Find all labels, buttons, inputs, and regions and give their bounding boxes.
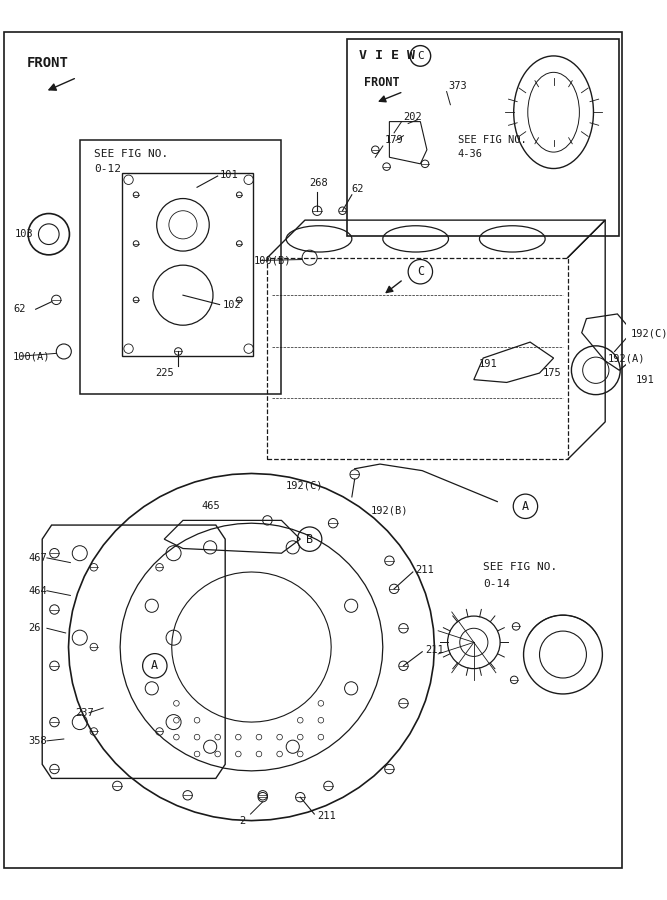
- Text: SEE FIG NO.: SEE FIG NO.: [458, 135, 527, 146]
- Text: 202: 202: [404, 112, 422, 122]
- Text: 4-36: 4-36: [458, 149, 483, 159]
- Text: 103: 103: [15, 230, 34, 239]
- Text: 2: 2: [239, 815, 245, 825]
- Text: 358: 358: [28, 736, 47, 746]
- Text: SEE FIG NO.: SEE FIG NO.: [483, 562, 558, 572]
- Text: 102: 102: [222, 300, 241, 310]
- Bar: [122, 173, 253, 356]
- Text: 211: 211: [317, 811, 336, 821]
- Text: SEE FIG NO.: SEE FIG NO.: [94, 149, 168, 159]
- Text: 26: 26: [28, 624, 41, 634]
- Text: 465: 465: [201, 501, 221, 511]
- Text: C: C: [417, 51, 424, 61]
- Bar: [80, 140, 281, 393]
- Text: FRONT: FRONT: [26, 57, 68, 70]
- Text: 464: 464: [28, 586, 47, 596]
- Text: 100(B): 100(B): [253, 256, 291, 266]
- Text: 191: 191: [478, 359, 498, 369]
- Text: 0-14: 0-14: [483, 580, 510, 590]
- Text: 179: 179: [385, 135, 404, 146]
- Text: 467: 467: [28, 553, 47, 562]
- Text: 211: 211: [425, 645, 444, 655]
- Text: 191: 191: [636, 374, 655, 384]
- Text: 62: 62: [13, 304, 25, 314]
- Text: B: B: [306, 533, 313, 545]
- Text: 62: 62: [352, 184, 364, 194]
- Text: 192(C): 192(C): [630, 328, 667, 338]
- Text: 192(B): 192(B): [371, 506, 408, 516]
- Text: 192(C): 192(C): [286, 481, 323, 491]
- Text: 192(A): 192(A): [608, 353, 646, 363]
- Text: C: C: [417, 266, 424, 278]
- Text: 225: 225: [155, 368, 173, 378]
- Text: 373: 373: [448, 81, 468, 91]
- Bar: [267, 257, 568, 459]
- Text: 211: 211: [416, 565, 434, 575]
- Text: 0-12: 0-12: [94, 164, 121, 174]
- Text: V I E W: V I E W: [360, 50, 416, 62]
- Text: 101: 101: [219, 170, 238, 180]
- Text: FRONT: FRONT: [364, 76, 400, 89]
- Text: 100(A): 100(A): [13, 351, 51, 361]
- Text: 268: 268: [309, 177, 328, 187]
- Text: 175: 175: [542, 368, 561, 378]
- Text: 237: 237: [75, 707, 94, 717]
- Text: A: A: [522, 500, 529, 513]
- Text: A: A: [151, 660, 158, 672]
- Bar: [347, 39, 619, 236]
